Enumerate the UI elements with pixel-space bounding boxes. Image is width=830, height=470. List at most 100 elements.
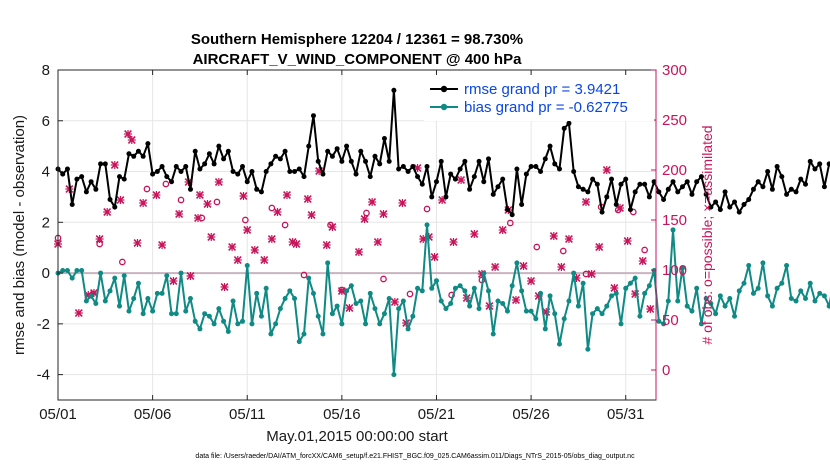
obs-assimilated-marker: [243, 226, 252, 234]
rmse-point: [386, 158, 392, 164]
right-tick-label: 50: [662, 312, 679, 329]
obs-assimilated-marker: [564, 235, 573, 243]
rmse-point: [145, 141, 151, 147]
obs-possible-marker: [162, 180, 170, 188]
bias-point: [131, 295, 137, 301]
rmse-point: [561, 125, 567, 131]
rmse-point: [599, 209, 605, 215]
obs-assimilated-marker: [360, 215, 369, 223]
obs-assimilated-marker: [124, 130, 133, 138]
bias-point: [803, 295, 808, 301]
obs-assimilated-marker: [498, 226, 507, 234]
obs-assimilated-marker: [623, 237, 632, 245]
rmse-point: [344, 143, 350, 149]
rmse-point: [263, 169, 269, 175]
rmse-point: [803, 181, 808, 187]
y-axis-label: rmse and bias (model - observation): [11, 115, 28, 355]
bias-point: [618, 321, 624, 327]
rmse-point: [206, 151, 212, 157]
bias-point: [112, 275, 118, 281]
bias-point: [410, 313, 416, 319]
rmse-point: [812, 166, 818, 172]
obs-count-markers: [54, 130, 655, 327]
rmse-point: [273, 153, 279, 159]
rmse-point: [495, 184, 501, 190]
bias-point: [604, 303, 610, 309]
bias-point: [542, 326, 548, 332]
obs-assimilated-marker: [214, 178, 223, 186]
bias-point: [599, 311, 605, 317]
rmse-point: [504, 207, 510, 213]
bias-point: [254, 290, 260, 296]
bias-point: [556, 341, 562, 347]
rmse-point: [670, 179, 676, 185]
rmse-point: [661, 196, 667, 202]
rmse-point: [282, 148, 288, 154]
rmse-point: [140, 153, 146, 159]
bias-point: [325, 260, 331, 266]
bias-point: [221, 318, 227, 324]
bias-point: [249, 321, 255, 327]
bias-point: [178, 270, 184, 276]
bias-point: [746, 262, 752, 268]
bias-point: [741, 280, 747, 286]
bias-point: [159, 290, 165, 296]
right-tick-label: 250: [662, 112, 687, 129]
obs-assimilated-marker: [470, 230, 479, 238]
bias-point: [798, 288, 804, 294]
bias-point: [684, 303, 690, 309]
rmse-point: [556, 166, 562, 172]
bias-point: [779, 280, 785, 286]
bias-point: [329, 311, 335, 317]
bias-point: [580, 280, 586, 286]
bias-point: [415, 285, 421, 291]
bias-point: [121, 273, 127, 279]
bias-point: [164, 273, 170, 279]
rmse-point: [717, 207, 723, 213]
rmse-point: [765, 169, 771, 175]
bias-point: [519, 288, 525, 294]
right-axis-ticks: 0 50 100 150 200 250 300: [651, 62, 687, 400]
rmse-point: [457, 166, 463, 172]
bias-point: [708, 301, 714, 307]
obs-assimilated-marker: [292, 240, 301, 248]
bias-point: [448, 301, 454, 307]
y-tick-label: 2: [42, 214, 50, 231]
rmse-point: [225, 148, 231, 154]
rmse-point: [656, 189, 662, 195]
rmse-point: [793, 189, 799, 195]
rmse-point: [566, 120, 572, 126]
rmse-point: [339, 158, 345, 164]
rmse-point: [367, 174, 373, 180]
rmse-point: [79, 174, 85, 180]
obs-assimilated-marker: [233, 256, 242, 264]
bias-point: [495, 298, 501, 304]
bias-point: [765, 293, 771, 299]
rmse-point: [410, 163, 416, 169]
obs-assimilated-marker: [207, 233, 216, 241]
bias-point: [381, 311, 387, 317]
y-tick-label: 6: [42, 113, 50, 130]
obs-assimilated-marker: [169, 277, 178, 285]
rmse-point: [760, 184, 766, 190]
bias-point: [821, 293, 827, 299]
bias-point: [590, 311, 596, 317]
rmse-point: [202, 161, 208, 167]
rmse-point: [268, 161, 274, 167]
bias-point: [443, 306, 449, 312]
bias-point: [594, 306, 600, 312]
bias-point: [258, 313, 264, 319]
y-axis-ticks: -4 -2 0 2 4 6 8: [37, 62, 63, 384]
rmse-point: [642, 181, 648, 187]
rmse-point: [694, 179, 700, 185]
obs-assimilated-marker: [581, 198, 590, 206]
rmse-point: [159, 163, 165, 169]
bias-series: [55, 222, 830, 378]
rmse-point: [244, 179, 250, 185]
rmse-point: [675, 189, 681, 195]
obs-possible-marker: [198, 214, 206, 222]
obs-assimilated-marker: [610, 284, 619, 292]
bias-point: [656, 318, 662, 324]
x-axis-label: May.01,2015 00:00:00 start: [266, 428, 448, 445]
